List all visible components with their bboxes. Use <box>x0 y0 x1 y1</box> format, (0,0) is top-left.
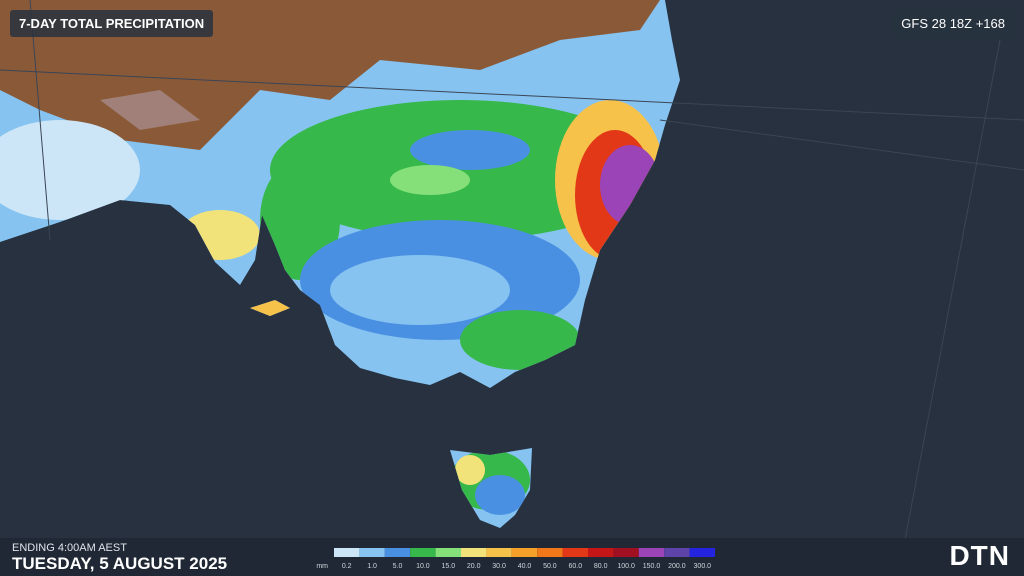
legend-swatch <box>562 548 588 557</box>
legend-label: 15.0 <box>441 563 455 570</box>
legend-swatch <box>537 548 563 557</box>
legend-unit: mm <box>316 563 328 570</box>
legend-label: 5.0 <box>393 563 403 570</box>
ending-time: ENDING 4:00AM AEST <box>12 542 127 554</box>
land-precipitation <box>0 0 680 528</box>
title-box: 7-DAY TOTAL PRECIPITATION <box>10 10 214 37</box>
legend-label: 80.0 <box>594 563 608 570</box>
legend-swatch <box>410 548 436 557</box>
legend-label: 50.0 <box>543 563 557 570</box>
title: 7-DAY TOTAL PRECIPITATION <box>19 16 205 31</box>
model-run: GFS 28 18Z +168 <box>901 16 1005 31</box>
legend-swatch <box>689 548 715 557</box>
legend-label: 150.0 <box>643 563 661 570</box>
legend-swatch <box>384 548 411 557</box>
legend-label: 60.0 <box>568 563 582 570</box>
legend-swatch <box>359 548 385 557</box>
legend-label: 300.0 <box>694 563 712 570</box>
legend-label: 1.0 <box>367 563 377 570</box>
legend-label: 0.2 <box>342 563 352 570</box>
legend-swatch <box>334 548 360 557</box>
valid-date: TUESDAY, 5 AUGUST 2025 <box>12 554 228 573</box>
legend-label: 20.0 <box>467 563 481 570</box>
legend-label: 10.0 <box>416 563 430 570</box>
legend-swatch <box>486 548 512 557</box>
legend-swatch <box>435 548 461 557</box>
legend-swatch <box>664 548 690 557</box>
legend-swatch <box>511 548 538 557</box>
legend: mm 0.2 1.0 5.0 10.0 15.0 20.0 30.0 40.0 50.0 60.0 8… <box>316 548 715 570</box>
legend-swatch <box>461 548 487 557</box>
legend-label: 100.0 <box>617 563 635 570</box>
graticule <box>0 0 1024 541</box>
legend-label: 40.0 <box>518 563 532 570</box>
logo: DTN <box>949 540 1010 571</box>
legend-swatch <box>638 548 665 557</box>
legend-label: 30.0 <box>492 563 506 570</box>
legend-label: 200.0 <box>668 563 686 570</box>
legend-swatch <box>588 548 614 557</box>
model-box: GFS 28 18Z +168 <box>892 10 1014 37</box>
legend-swatch <box>613 548 639 557</box>
